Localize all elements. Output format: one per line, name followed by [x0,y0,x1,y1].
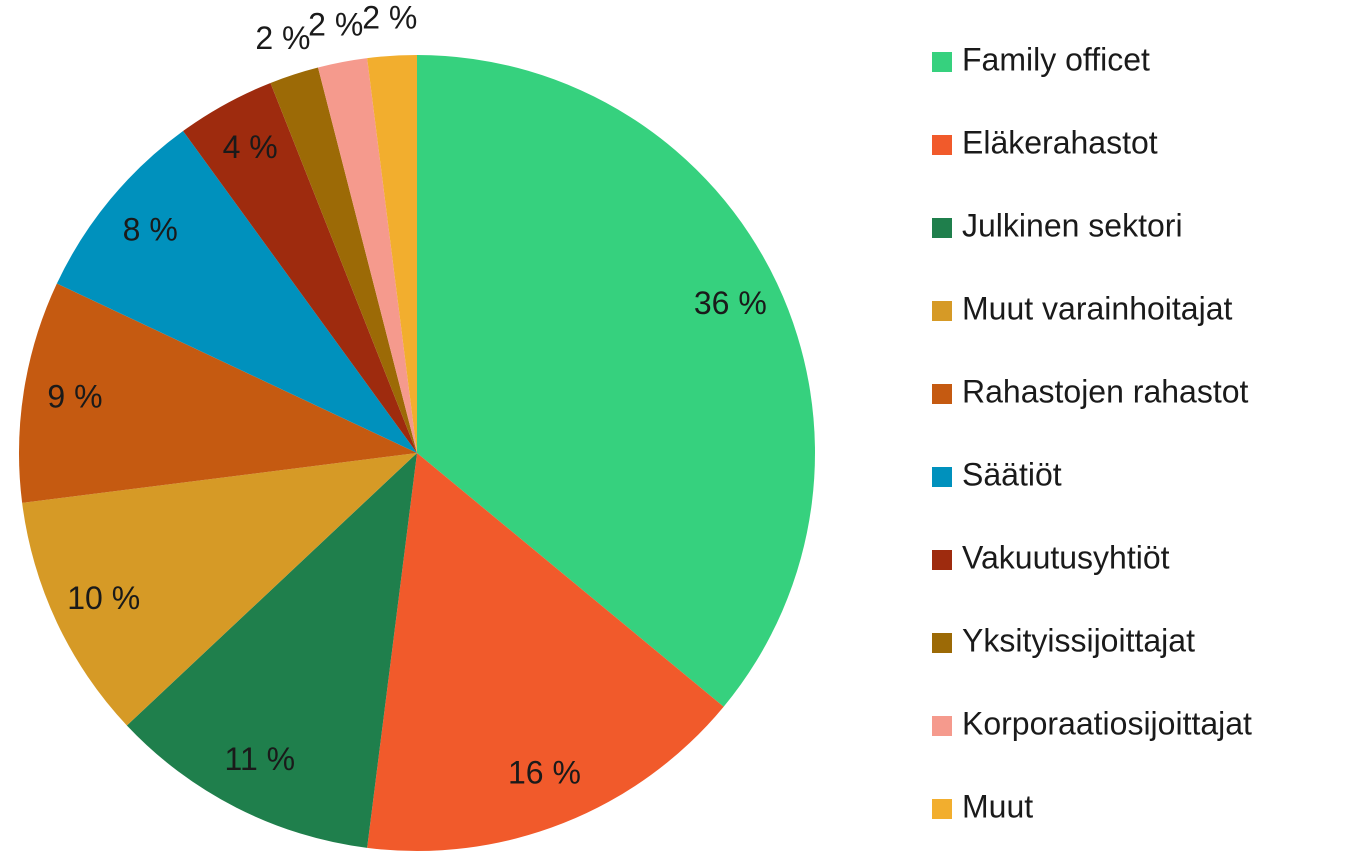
legend-label: Julkinen sektori [962,207,1183,243]
legend-label: Muut varainhoitajat [962,290,1232,326]
data-label: 2 % [362,0,417,35]
data-label: 2 % [255,20,310,56]
legend-swatch [932,52,952,72]
legend-label: Rahastojen rahastot [962,373,1249,409]
legend-swatch [932,135,952,155]
legend-swatch [932,799,952,819]
legend-swatch [932,716,952,736]
pie-slice [318,58,417,454]
data-label: 9 % [47,378,102,414]
legend-swatch [932,218,952,238]
data-label: 36 % [694,285,767,321]
legend-swatch [932,384,952,404]
legend-swatch [932,633,952,653]
data-label: 11 % [225,741,296,777]
pie-slice [22,453,418,726]
pie-slice [56,131,417,453]
pie-slice [183,82,417,453]
data-label: 2 % [308,6,363,42]
pie-slice [367,55,417,453]
legend-label: Vakuutusyhtiöt [962,539,1170,575]
data-label: 8 % [123,212,178,248]
pie-slice [417,55,815,707]
data-label: 10 % [67,580,140,616]
legend-swatch [932,467,952,487]
pie-slice [270,67,417,453]
legend-swatch [932,301,952,321]
pie-slice [367,453,724,851]
legend-label: Korporaatiosijoittajat [962,705,1252,741]
legend-label: Eläkerahastot [962,124,1158,160]
legend-label: Yksityissijoittajat [962,622,1195,658]
pie-slice [18,283,417,503]
data-label: 16 % [508,754,581,790]
legend-label: Säätiöt [962,456,1062,492]
pie-slice [126,453,417,848]
data-label: 4 % [223,129,278,165]
legend-label: Muut [962,788,1033,824]
legend-label: Family officet [962,41,1150,77]
legend-swatch [932,550,952,570]
